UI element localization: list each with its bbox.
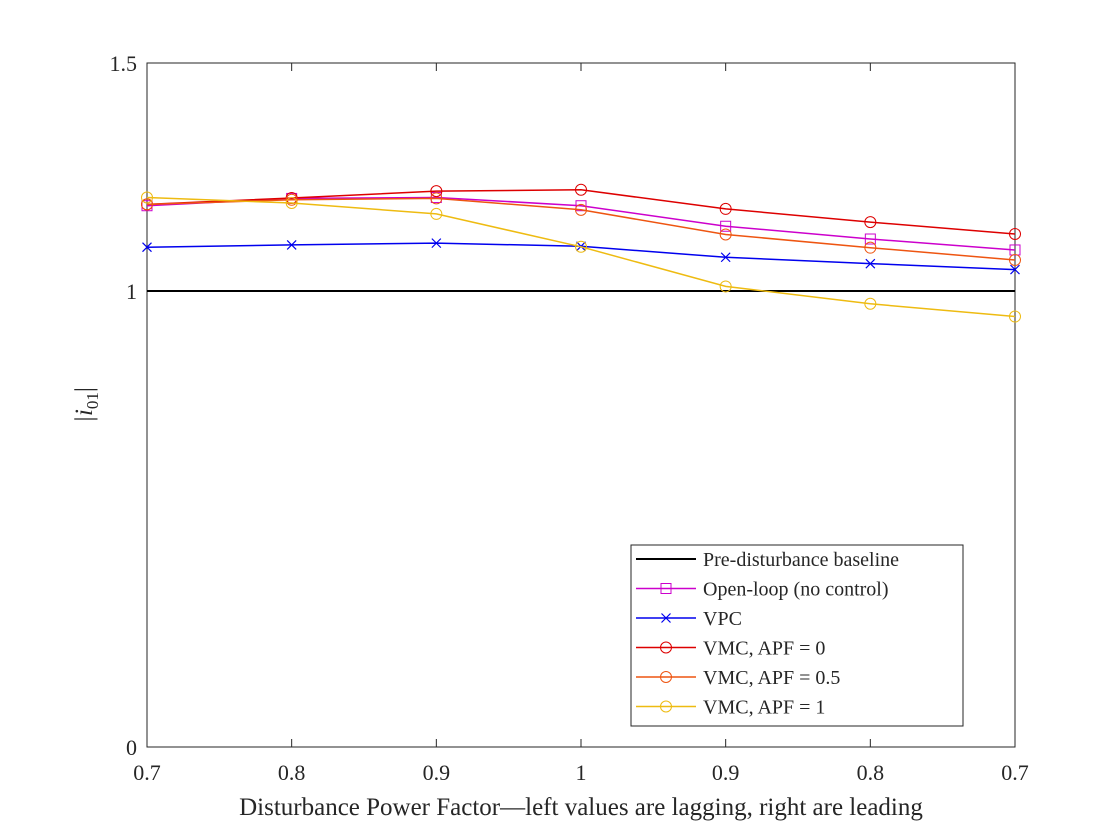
y-tick-label: 1 [126,279,137,304]
x-tick-label: 0.8 [857,760,885,785]
legend: Pre-disturbance baseline Open-loop (no co… [630,544,964,727]
data-point [285,193,298,206]
data-point [864,216,877,229]
data-point [142,242,152,253]
y-axis-label-subscript: 01 [83,392,102,409]
data-point [286,240,297,250]
data-point [141,198,153,211]
data-point [864,297,877,310]
legend-marker [660,583,672,594]
x-tick-label: 0.8 [278,760,306,785]
data-point [285,196,298,209]
x-tick-label: 1 [576,760,587,785]
data-point [1009,253,1021,266]
x-axis-label: Disturbance Power Factor—left values are… [239,794,923,821]
series-vmc-apf-0-5 [141,192,1021,266]
legend-item: VMC, APF = 0.5 [636,667,840,689]
x-tick-label: 0.9 [712,760,740,785]
legend-marker [660,641,672,654]
data-point [430,207,443,220]
data-point [575,183,587,196]
legend-item: VMC, APF = 1 [636,697,825,719]
legend-marker [660,671,672,683]
y-axis-label-end: | [71,387,98,392]
legend-label: Pre-disturbance baseline [703,549,899,571]
data-point [719,228,732,241]
x-tick-label: 0.7 [133,760,161,785]
data-point [430,185,443,198]
legend-item: Pre-disturbance baseline [636,549,899,571]
series-line [146,196,1016,318]
data-point [575,200,587,212]
legend-marker [660,700,672,713]
legend-marker [661,613,671,623]
series-line [146,189,1016,235]
legend-label: VMC, APF = 0 [703,638,825,660]
data-point [430,192,443,205]
data-point [864,241,877,254]
legend-label: VMC, APF = 1 [703,697,825,719]
data-point [864,233,876,245]
series-vmc-apf-1 [141,191,1021,323]
x-tick-label: 0.7 [1001,760,1029,785]
data-point [1010,264,1020,275]
series-line [146,197,1016,261]
data-point [575,240,587,253]
y-tick-label: 0 [126,735,137,760]
data-point [575,203,587,216]
y-axis-label-base: |i [71,409,98,423]
data-point [720,252,731,263]
data-point [141,191,153,204]
legend-item: VPC [636,608,742,630]
data-point [719,202,732,215]
x-tick-label: 0.9 [423,760,451,785]
legend-label: VMC, APF = 0.5 [703,667,840,689]
data-point [719,280,732,293]
y-axis-label: |i01| [71,387,102,423]
data-point [865,258,876,269]
data-point [1009,310,1021,323]
data-point [720,220,732,232]
legend-item: Open-loop (no control) [636,579,889,601]
legend-item: VMC, APF = 0 [636,638,825,660]
legend-label: Open-loop (no control) [703,579,889,601]
data-point [431,238,442,249]
data-point [1009,228,1021,240]
y-tick-label: 1.5 [110,51,138,76]
legend-label: VPC [703,608,742,630]
legend-box [630,544,964,727]
